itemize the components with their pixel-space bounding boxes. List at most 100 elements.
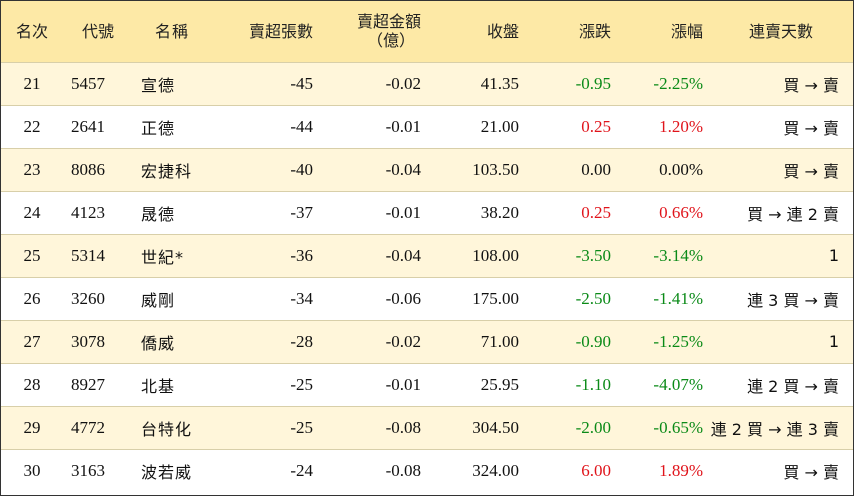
cell-close: 71.00 bbox=[480, 331, 519, 351]
header-name: 名稱 bbox=[155, 21, 190, 41]
cell-close: 175.00 bbox=[472, 288, 519, 308]
cell-pct: -1.41% bbox=[653, 288, 703, 308]
cell-code: 4123 bbox=[71, 202, 105, 222]
table-row: 29 4772 台特化 -25 -0.08 304.50 -2.00 -0.65… bbox=[1, 406, 853, 449]
cell-code: 3260 bbox=[71, 288, 105, 308]
header-pct: 漲幅 bbox=[670, 21, 703, 41]
cell-sell-lots: -37 bbox=[290, 202, 313, 222]
cell-sell-amount: -0.06 bbox=[385, 288, 421, 308]
cell-sell-lots: -34 bbox=[290, 288, 313, 308]
cell-sell-days: 買 → 賣 bbox=[783, 75, 839, 95]
cell-sell-days: 買 → 賣 bbox=[783, 462, 839, 482]
cell-close: 324.00 bbox=[472, 460, 519, 480]
cell-sell-amount: -0.01 bbox=[385, 116, 421, 136]
cell-rank: 24 bbox=[23, 202, 41, 222]
cell-name: 威剛 bbox=[141, 290, 176, 310]
cell-sell-amount: -0.08 bbox=[385, 417, 421, 437]
cell-sell-days: 連 3 買 → 賣 bbox=[747, 290, 839, 310]
cell-code: 2641 bbox=[71, 116, 105, 136]
header-sell-lots: 賣超張數 bbox=[248, 21, 313, 41]
cell-code: 5314 bbox=[71, 245, 105, 265]
cell-sell-amount: -0.04 bbox=[385, 245, 421, 265]
table-header: 名次 代號 名稱 賣超張數 賣超金額 （億） 收盤 漲跌 漲幅 連賣天數 bbox=[1, 1, 853, 62]
header-change: 漲跌 bbox=[578, 21, 611, 41]
table-row: 26 3260 威剛 -34 -0.06 175.00 -2.50 -1.41%… bbox=[1, 277, 853, 320]
cell-pct: 0.66% bbox=[659, 202, 703, 222]
cell-sell-days: 買 → 賣 bbox=[783, 118, 839, 138]
cell-rank: 30 bbox=[23, 460, 41, 480]
cell-sell-lots: -40 bbox=[290, 159, 313, 179]
cell-sell-days: 買 → 連 2 賣 bbox=[747, 204, 839, 224]
cell-name: 台特化 bbox=[141, 419, 193, 439]
cell-pct: 1.89% bbox=[659, 460, 703, 480]
cell-change: -0.90 bbox=[575, 331, 611, 351]
table-row: 28 8927 北基 -25 -0.01 25.95 -1.10 -4.07% … bbox=[1, 363, 853, 406]
cell-name: 宣德 bbox=[141, 75, 176, 95]
cell-code: 8086 bbox=[71, 159, 105, 179]
cell-rank: 26 bbox=[23, 288, 41, 308]
cell-sell-amount: -0.02 bbox=[385, 331, 421, 351]
cell-sell-lots: -36 bbox=[290, 245, 313, 265]
cell-rank: 25 bbox=[23, 245, 41, 265]
cell-pct: 0.00% bbox=[659, 159, 703, 179]
cell-rank: 27 bbox=[23, 331, 41, 351]
cell-sell-lots: -24 bbox=[290, 460, 313, 480]
cell-name: 波若威 bbox=[141, 462, 193, 482]
cell-change: -2.00 bbox=[575, 417, 611, 437]
cell-name: 正德 bbox=[141, 118, 176, 138]
cell-rank: 23 bbox=[23, 159, 41, 179]
cell-close: 21.00 bbox=[480, 116, 519, 136]
cell-rank: 29 bbox=[23, 417, 41, 437]
cell-close: 41.35 bbox=[480, 73, 519, 93]
cell-pct: -1.25% bbox=[653, 331, 703, 351]
cell-name: 晟德 bbox=[141, 204, 176, 224]
table-row: 30 3163 波若威 -24 -0.08 324.00 6.00 1.89% … bbox=[1, 449, 853, 492]
header-close: 收盤 bbox=[486, 21, 519, 41]
cell-change: 0.25 bbox=[581, 116, 611, 136]
cell-rank: 22 bbox=[23, 116, 41, 136]
cell-change: -3.50 bbox=[575, 245, 611, 265]
cell-sell-lots: -25 bbox=[290, 417, 313, 437]
cell-code: 4772 bbox=[71, 417, 105, 437]
cell-change: 6.00 bbox=[581, 460, 611, 480]
cell-sell-amount: -0.01 bbox=[385, 374, 421, 394]
cell-code: 8927 bbox=[71, 374, 105, 394]
header-rank: 名次 bbox=[15, 21, 48, 41]
table-row: 27 3078 僑威 -28 -0.02 71.00 -0.90 -1.25% … bbox=[1, 320, 853, 363]
cell-name: 宏捷科 bbox=[141, 161, 193, 181]
cell-change: -1.10 bbox=[575, 374, 611, 394]
cell-close: 25.95 bbox=[480, 374, 519, 394]
cell-sell-days: 1 bbox=[828, 332, 839, 351]
cell-change: -0.95 bbox=[575, 73, 611, 93]
cell-close: 108.00 bbox=[472, 245, 519, 265]
cell-sell-amount: -0.01 bbox=[385, 202, 421, 222]
table-body: 21 5457 宣德 -45 -0.02 41.35 -0.95 -2.25% … bbox=[1, 62, 853, 492]
cell-sell-amount: -0.02 bbox=[385, 73, 421, 93]
table-row: 23 8086 宏捷科 -40 -0.04 103.50 0.00 0.00% … bbox=[1, 148, 853, 191]
cell-pct: -3.14% bbox=[653, 245, 703, 265]
table-row: 24 4123 晟德 -37 -0.01 38.20 0.25 0.66% 買 … bbox=[1, 191, 853, 234]
cell-name: 北基 bbox=[141, 376, 176, 396]
cell-pct: -0.65% bbox=[653, 417, 703, 437]
cell-pct: 1.20% bbox=[659, 116, 703, 136]
cell-code: 5457 bbox=[71, 73, 105, 93]
cell-sell-days: 連 2 買 → 連 3 賣 bbox=[710, 419, 839, 439]
cell-sell-days: 連 2 買 → 賣 bbox=[747, 376, 839, 396]
cell-sell-lots: -45 bbox=[290, 73, 313, 93]
cell-rank: 28 bbox=[23, 374, 41, 394]
header-row: 名次 代號 名稱 賣超張數 賣超金額 （億） 收盤 漲跌 漲幅 連賣天數 bbox=[1, 1, 853, 62]
cell-sell-lots: -25 bbox=[290, 374, 313, 394]
header-sell-amount: 賣超金額 （億） bbox=[321, 1, 429, 62]
cell-pct: -2.25% bbox=[653, 73, 703, 93]
cell-name: 僑威 bbox=[141, 333, 176, 353]
cell-code: 3078 bbox=[71, 331, 105, 351]
cell-sell-days: 買 → 賣 bbox=[783, 161, 839, 181]
cell-change: -2.50 bbox=[575, 288, 611, 308]
cell-change: 0.00 bbox=[581, 159, 611, 179]
header-name-cell: 名稱 bbox=[133, 1, 213, 62]
cell-sell-amount: -0.08 bbox=[385, 460, 421, 480]
cell-pct: -4.07% bbox=[653, 374, 703, 394]
cell-sell-lots: -44 bbox=[290, 116, 313, 136]
